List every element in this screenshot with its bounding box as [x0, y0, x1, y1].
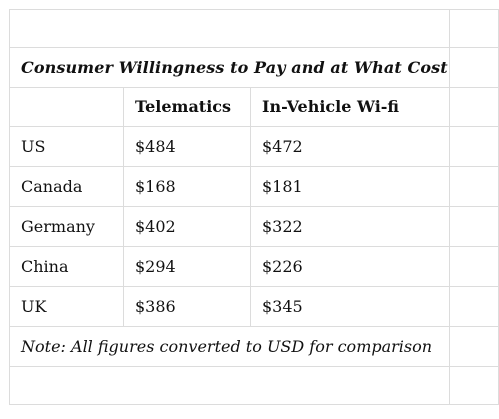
blank-cell — [449, 246, 499, 287]
blank-cell — [449, 366, 499, 405]
table-note: Note: All figures converted to USD for c… — [8, 326, 451, 367]
table-row: China $294 $226 — [9, 246, 499, 287]
willingness-to-pay-table: Consumer Willingness to Pay and at What … — [8, 9, 499, 405]
table-note-row: Note: All figures converted to USD for c… — [8, 326, 499, 367]
country-cell: UK — [9, 286, 124, 327]
telematics-cell: $402 — [123, 206, 251, 247]
header-empty-cell — [9, 87, 124, 127]
blank-cell — [8, 9, 451, 48]
table-blank-row-top — [8, 9, 499, 48]
wifi-cell: $345 — [249, 286, 451, 327]
telematics-cell: $484 — [123, 126, 251, 167]
table-title-row: Consumer Willingness to Pay and at What … — [8, 47, 499, 88]
table-row: UK $386 $345 — [9, 286, 499, 327]
blank-cell — [449, 47, 499, 88]
country-cell: US — [9, 126, 124, 167]
table-blank-row-bottom — [8, 366, 499, 405]
table-row: Germany $402 $322 — [9, 206, 499, 247]
blank-cell — [449, 126, 499, 167]
blank-cell — [449, 87, 499, 127]
telematics-cell: $294 — [123, 246, 251, 287]
blank-cell — [449, 166, 499, 207]
table-title: Consumer Willingness to Pay and at What … — [8, 47, 451, 88]
wifi-cell: $226 — [249, 246, 451, 287]
telematics-cell: $168 — [123, 166, 251, 207]
wifi-cell: $181 — [249, 166, 451, 207]
table-row: Canada $168 $181 — [9, 166, 499, 207]
blank-cell — [449, 206, 499, 247]
blank-cell — [8, 366, 451, 405]
header-in-vehicle-wifi: In-Vehicle Wi-fi — [249, 87, 451, 127]
header-telematics: Telematics — [123, 87, 251, 127]
wifi-cell: $322 — [249, 206, 451, 247]
table-header-row: Telematics In-Vehicle Wi-fi — [9, 87, 499, 127]
telematics-cell: $386 — [123, 286, 251, 327]
wifi-cell: $472 — [249, 126, 451, 167]
blank-cell — [449, 9, 499, 48]
country-cell: China — [9, 246, 124, 287]
blank-cell — [449, 286, 499, 327]
blank-cell — [449, 326, 499, 367]
country-cell: Canada — [9, 166, 124, 207]
country-cell: Germany — [9, 206, 124, 247]
table-row: US $484 $472 — [9, 126, 499, 167]
